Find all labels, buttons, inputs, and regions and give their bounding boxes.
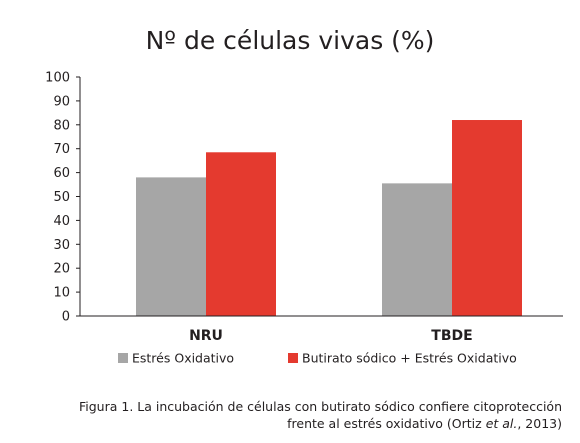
caption-italic-et-al: et al.	[485, 416, 518, 431]
bar-nru-series-2	[206, 152, 276, 316]
chart-title: Nº de células vivas (%)	[146, 26, 435, 55]
figure-caption: Figura 1. La incubación de células con b…	[20, 398, 562, 432]
bar-chart: Nº de células vivas (%) 0 10 20 30 40 50 60 70 80…	[45, 26, 563, 366]
y-tick-label: 30	[53, 238, 70, 253]
y-tick-label: 70	[53, 142, 70, 157]
legend-label-2: Butirato sódico + Estrés Oxidativo	[302, 351, 517, 366]
x-tick-label: TBDE	[431, 328, 472, 344]
y-tick-label: 60	[53, 166, 70, 181]
x-tick-label: NRU	[189, 328, 223, 344]
legend-swatch-1	[118, 353, 128, 363]
y-tick-label: 0	[62, 310, 70, 325]
y-tick-label: 40	[53, 214, 70, 229]
y-tick-label: 90	[53, 94, 70, 109]
y-tick-label: 80	[53, 118, 70, 133]
legend-label-1: Estrés Oxidativo	[132, 351, 234, 366]
y-tick-label: 20	[53, 262, 70, 277]
bar-tbde-series-1	[382, 183, 452, 316]
bar-tbde-series-2	[452, 120, 522, 317]
caption-line-1: Figura 1. La incubación de células con b…	[78, 399, 562, 414]
y-tick-label: 50	[53, 190, 70, 205]
caption-line-2-start: frente al estrés oxidativo (Ortiz	[287, 416, 486, 431]
bar-nru-series-1	[136, 177, 206, 316]
y-tick-label: 10	[53, 286, 70, 301]
caption-line-2-end: , 2013)	[517, 416, 562, 431]
y-tick-label: 100	[45, 71, 70, 86]
legend-swatch-2	[288, 353, 298, 363]
